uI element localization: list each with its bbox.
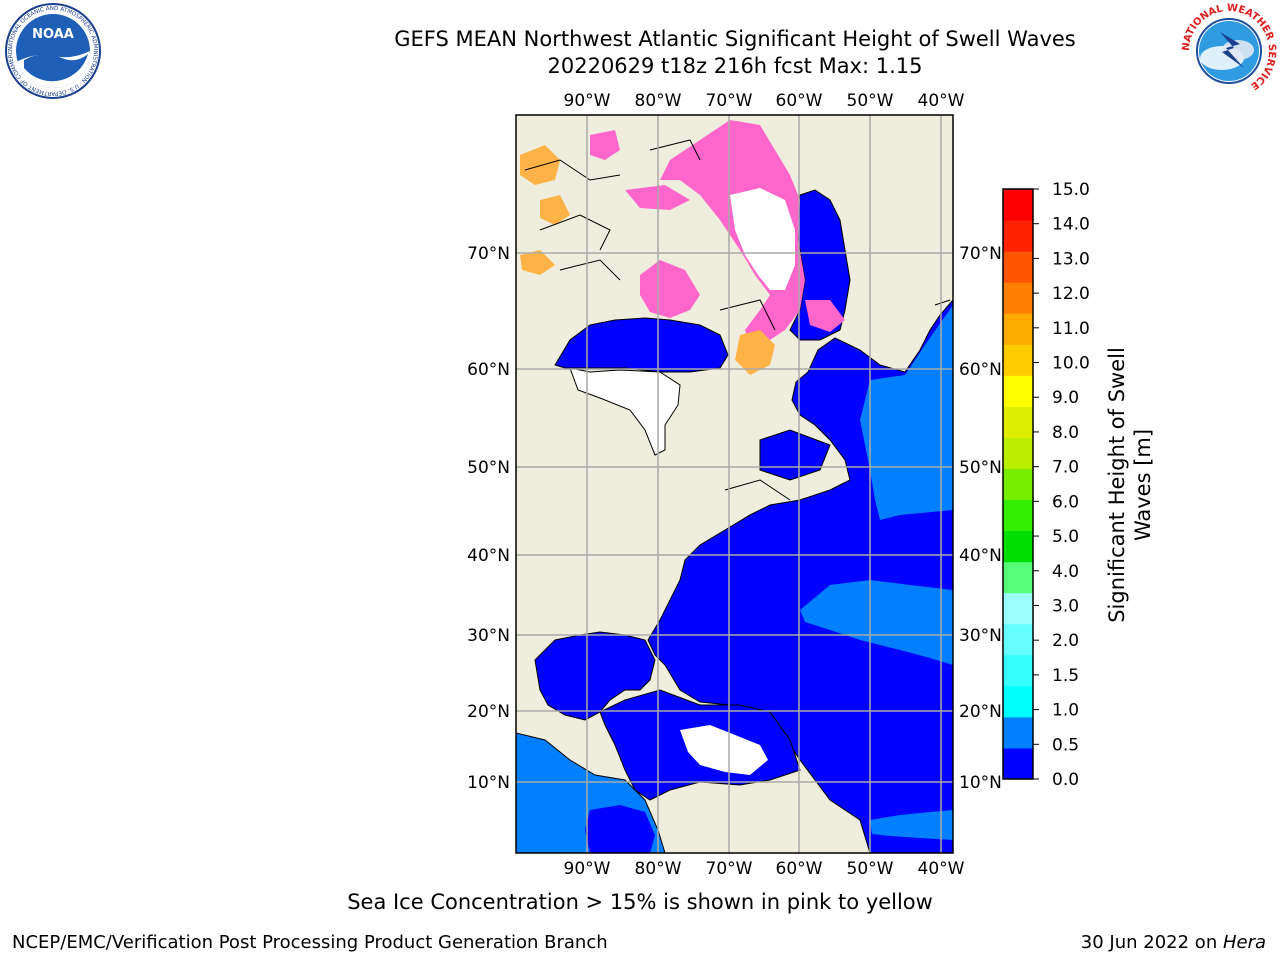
lat-label-right: 40°N bbox=[959, 546, 1002, 566]
colorbar-tick-label: 3.0 bbox=[1052, 596, 1079, 616]
colorbar-tick-label: 8.0 bbox=[1052, 423, 1079, 443]
colorbar-swatch bbox=[1003, 282, 1033, 314]
ocean-band-south bbox=[870, 810, 953, 840]
lon-label-bottom: 70°W bbox=[706, 859, 753, 879]
colorbar-swatch bbox=[1003, 561, 1033, 594]
lat-label-right: 70°N bbox=[959, 244, 1002, 264]
colorbar-label-units: Waves [m] bbox=[1131, 429, 1155, 541]
colorbar-swatch bbox=[1003, 406, 1033, 438]
colorbar-tick-label: 9.0 bbox=[1052, 388, 1079, 408]
machine-name: Hera bbox=[1222, 932, 1266, 953]
noaa-logo-text: NOAA bbox=[32, 27, 74, 42]
baffin-ice bbox=[660, 120, 805, 345]
colorbar-swatch bbox=[1003, 344, 1033, 376]
date-stamp: 30 Jun 2022 on Hera bbox=[1081, 932, 1266, 953]
colorbar-swatch bbox=[1003, 468, 1033, 501]
lat-label-left: 30°N bbox=[467, 626, 510, 646]
map-frame bbox=[515, 114, 954, 854]
lon-label-bottom: 40°W bbox=[918, 859, 965, 879]
colorbar-swatch bbox=[1003, 592, 1033, 625]
colorbar-swatch bbox=[1003, 499, 1033, 532]
lat-label-right: 30°N bbox=[959, 626, 1002, 646]
colorbar-tick-label: 7.0 bbox=[1052, 458, 1079, 478]
colorbar-swatch bbox=[1003, 716, 1033, 749]
lat-label-left: 60°N bbox=[467, 360, 510, 380]
lon-label-top: 60°W bbox=[776, 91, 823, 111]
arctic-ice-5 bbox=[520, 250, 555, 275]
colorbar-tick-label: 13.0 bbox=[1052, 249, 1090, 269]
colorbar-tick-label: 15.0 bbox=[1052, 180, 1090, 200]
lon-label-bottom: 50°W bbox=[847, 859, 894, 879]
hudson-strait-ice-2 bbox=[735, 330, 775, 375]
colorbar-swatch bbox=[1003, 530, 1033, 563]
colorbar-tick-label: 14.0 bbox=[1052, 215, 1090, 235]
lon-label-top: 50°W bbox=[847, 91, 894, 111]
colorbar-tick-label: 1.5 bbox=[1052, 666, 1079, 686]
colorbar-swatch bbox=[1003, 220, 1033, 252]
lat-label-left: 40°N bbox=[467, 546, 510, 566]
nws-logo: NATIONAL WEATHER SERVICE bbox=[1181, 3, 1277, 97]
arctic-ice-6 bbox=[805, 300, 845, 332]
colorbar-tick-label: 12.0 bbox=[1052, 284, 1090, 304]
colorbar-swatch bbox=[1003, 189, 1033, 221]
colorbar-tick-label: 10.0 bbox=[1052, 354, 1090, 374]
colorbar-swatch bbox=[1003, 747, 1033, 780]
map-title: GEFS MEAN Northwest Atlantic Significant… bbox=[394, 27, 1076, 51]
lon-label-top: 90°W bbox=[564, 91, 611, 111]
colorbar-swatch bbox=[1003, 685, 1033, 718]
caribbean-nodata bbox=[680, 725, 768, 775]
lat-label-right: 20°N bbox=[959, 702, 1002, 722]
colorbar-swatch bbox=[1003, 375, 1033, 407]
colorbar-tick-label: 5.0 bbox=[1052, 527, 1079, 547]
colorbar-tick-label: 1.0 bbox=[1052, 701, 1079, 721]
map-subtitle: 20220629 t18z 216h fcst Max: 1.15 bbox=[547, 54, 923, 78]
hudson-bay-nodata bbox=[569, 367, 681, 456]
lon-label-top: 70°W bbox=[706, 91, 753, 111]
colorbar-label: Significant Height of Swell bbox=[1105, 347, 1129, 623]
colorbar bbox=[1003, 189, 1033, 780]
lat-label-left: 50°N bbox=[467, 458, 510, 478]
lat-label-left: 20°N bbox=[467, 702, 510, 722]
colorbar-swatch bbox=[1003, 623, 1033, 656]
lat-label-right: 60°N bbox=[959, 360, 1002, 380]
lat-label-right: 10°N bbox=[959, 773, 1002, 793]
colorbar-frame bbox=[1002, 188, 1034, 780]
lon-label-bottom: 80°W bbox=[635, 859, 682, 879]
arctic-ice-3 bbox=[540, 195, 570, 225]
map-grid bbox=[516, 115, 953, 853]
date-text: 30 Jun 2022 on bbox=[1080, 932, 1223, 953]
colorbar-tick-label: 0.5 bbox=[1052, 735, 1079, 755]
colorbar-swatch bbox=[1003, 437, 1033, 469]
colorbar-tick-label: 0.0 bbox=[1052, 770, 1079, 790]
lon-label-top: 40°W bbox=[918, 91, 965, 111]
lat-label-right: 50°N bbox=[959, 458, 1002, 478]
noaa-logo: NOAA NATIONAL OCEANIC AND ATMOSPHERIC AD… bbox=[2, 2, 101, 99]
arctic-ice-2 bbox=[590, 130, 620, 160]
credit-text: NCEP/EMC/Verification Post Processing Pr… bbox=[12, 932, 608, 953]
pacific-inner bbox=[585, 805, 655, 853]
colorbar-swatch bbox=[1003, 251, 1033, 283]
colorbar-tick-label: 11.0 bbox=[1052, 319, 1090, 339]
labrador-sea bbox=[789, 189, 851, 341]
colorbar-tick-label: 2.0 bbox=[1052, 631, 1079, 651]
colorbar-tick-label: 6.0 bbox=[1052, 492, 1079, 512]
lon-label-bottom: 60°W bbox=[776, 859, 823, 879]
lon-label-top: 80°W bbox=[635, 91, 682, 111]
baffin-nodata bbox=[730, 188, 795, 290]
colorbar-swatch bbox=[1003, 654, 1033, 687]
sea-ice-caption: Sea Ice Concentration > 15% is shown in … bbox=[347, 890, 933, 914]
colorbar-swatch bbox=[1003, 313, 1033, 345]
ocean-band-central bbox=[800, 580, 953, 665]
hudson-strait-ice bbox=[640, 260, 700, 318]
lat-label-left: 70°N bbox=[467, 244, 510, 264]
lat-label-left: 10°N bbox=[467, 773, 510, 793]
hudson-bay bbox=[554, 317, 729, 373]
arctic-ice-1 bbox=[520, 145, 560, 185]
lon-label-bottom: 90°W bbox=[564, 859, 611, 879]
colorbar-tick-label: 4.0 bbox=[1052, 562, 1079, 582]
